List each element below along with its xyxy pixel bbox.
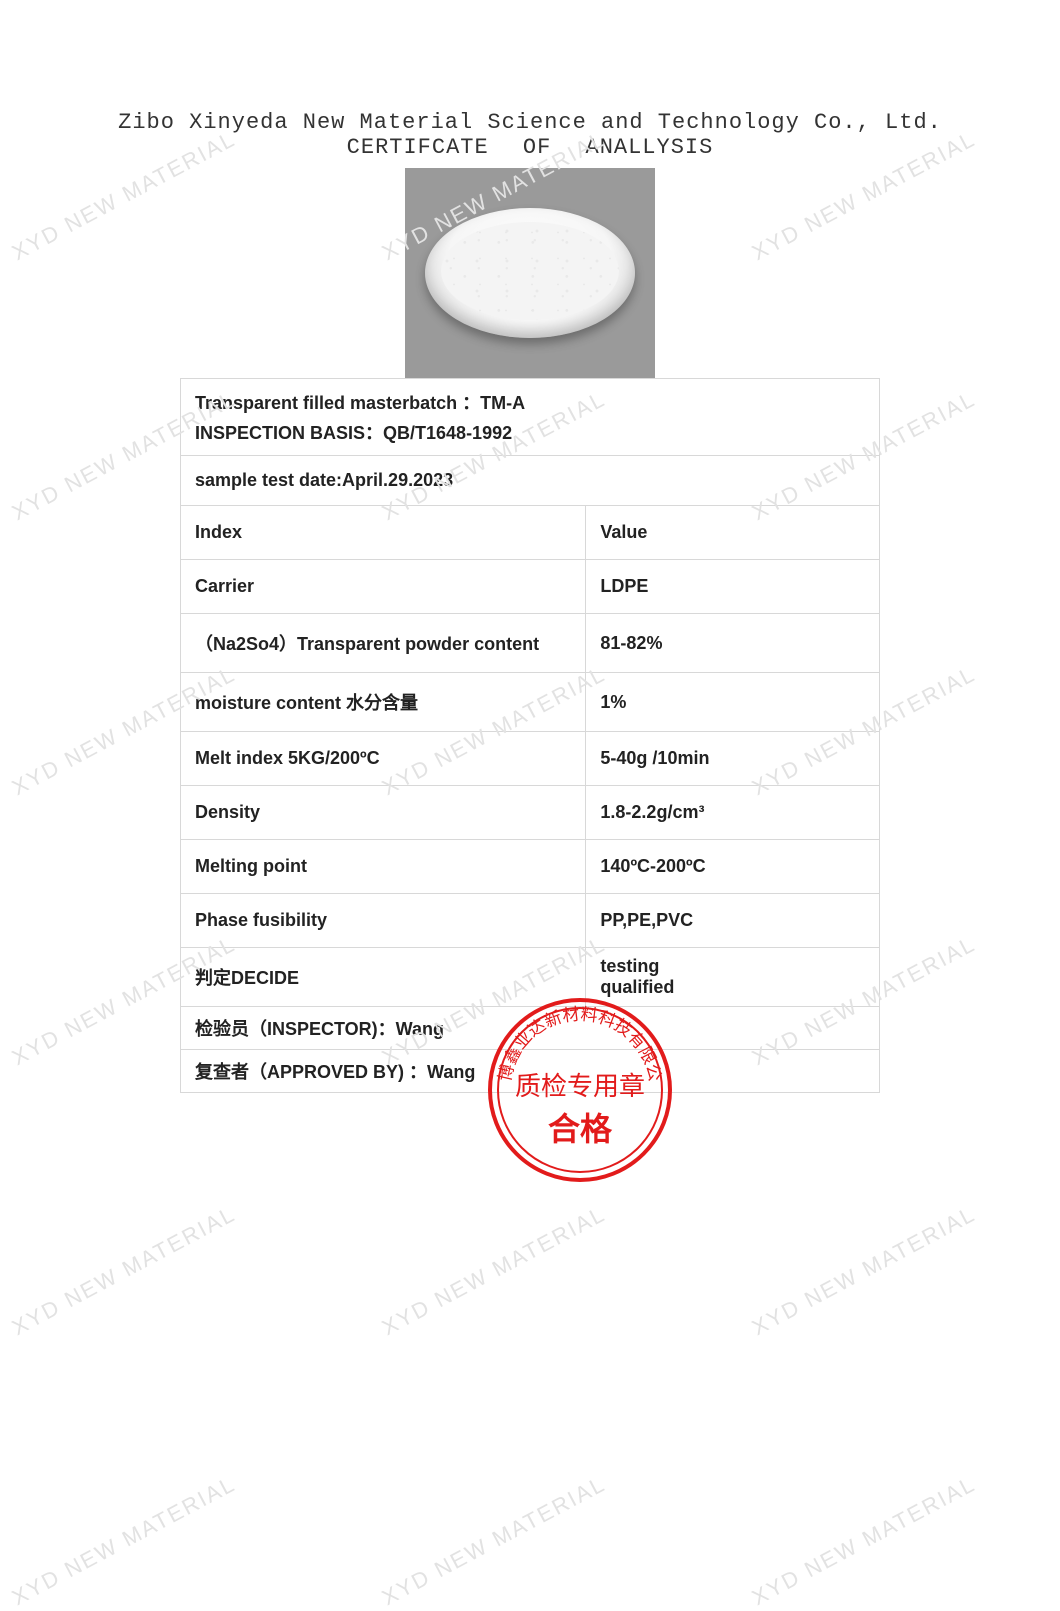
document-header: Zibo Xinyeda New Material Science and Te…	[0, 110, 1060, 160]
row-value: 81-82%	[586, 614, 880, 673]
watermark-text: XYD NEW MATERIAL	[8, 1201, 240, 1341]
row-index: Melting point	[181, 840, 586, 894]
decide-value: testingqualified	[586, 948, 880, 1007]
watermark-text: XYD NEW MATERIAL	[8, 1471, 240, 1611]
row-value: 5-40g /10min	[586, 732, 880, 786]
row-value: LDPE	[586, 560, 880, 614]
col-header-value: Value	[586, 506, 880, 560]
inspector-line: 检验员（INSPECTOR)：Wang	[181, 1007, 880, 1050]
watermark-text: XYD NEW MATERIAL	[748, 1471, 980, 1611]
watermark-text: XYD NEW MATERIAL	[378, 1471, 610, 1611]
sample-date: sample test date:April.29.2023	[181, 456, 880, 506]
product-line-1: Transparent filled masterbatch ：TM-A	[181, 379, 880, 420]
row-index: （Na2So4）Transparent powder content	[181, 614, 586, 673]
row-index: Density	[181, 786, 586, 840]
coa-table: Transparent filled masterbatch ：TM-A INS…	[180, 378, 880, 1093]
col-header-index: Index	[181, 506, 586, 560]
row-value: 140ºC-200ºC	[586, 840, 880, 894]
product-line-2: INSPECTION BASIS：QB/T1648-1992	[181, 419, 880, 456]
product-image	[405, 168, 655, 378]
row-value: 1%	[586, 673, 880, 732]
row-index: Phase fusibility	[181, 894, 586, 948]
watermark-text: XYD NEW MATERIAL	[748, 1201, 980, 1341]
row-index: moisture content 水分含量	[181, 673, 586, 732]
row-value: PP,PE,PVC	[586, 894, 880, 948]
watermark-text: XYD NEW MATERIAL	[378, 1201, 610, 1341]
document-title: CERTIFCATE OF ANALLYSIS	[0, 135, 1060, 160]
row-index: Carrier	[181, 560, 586, 614]
stamp-bottom-text: 合格	[548, 1111, 613, 1147]
pellets-dish-illustration	[425, 208, 635, 338]
decide-label: 判定DECIDE	[181, 948, 586, 1007]
row-value: 1.8-2.2g/cm³	[586, 786, 880, 840]
company-name: Zibo Xinyeda New Material Science and Te…	[0, 110, 1060, 135]
row-index: Melt index 5KG/200ºC	[181, 732, 586, 786]
approved-line: 复查者（APPROVED BY) ：Wang	[181, 1050, 880, 1093]
